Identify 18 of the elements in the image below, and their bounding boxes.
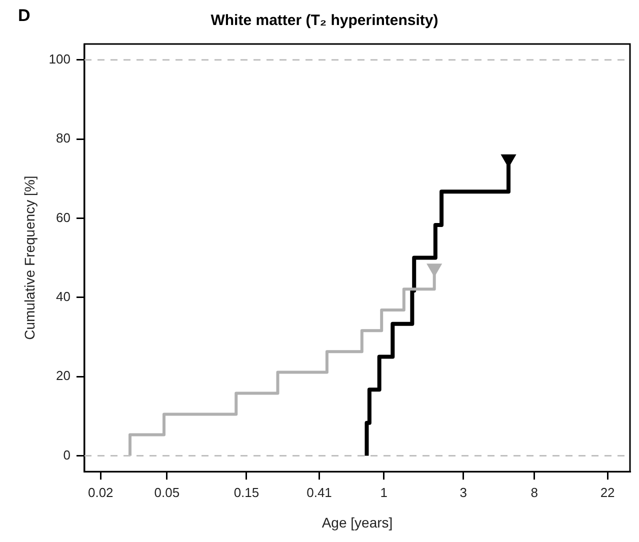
y-tick-label: 60 <box>56 210 70 225</box>
x-axis-title: Age [years] <box>322 514 393 530</box>
x-tick-label: 3 <box>460 484 467 500</box>
x-tick-label: 0.41 <box>306 484 332 500</box>
x-tick-label: 8 <box>530 484 538 500</box>
x-tick-label: 22 <box>600 484 615 500</box>
text: D <box>18 6 30 26</box>
y-tick-label: 20 <box>56 368 70 384</box>
y-tick-label: 80 <box>56 130 70 146</box>
chart-title: White matter (T₂ hyperintensity) <box>210 12 438 30</box>
y-tick-label: 100 <box>48 51 70 66</box>
y-axis-title: Cumulative Frequency [%] <box>21 176 38 340</box>
x-tick-label: 0.05 <box>154 484 180 500</box>
y-tick-label: 0 <box>63 447 70 462</box>
x-tick-label: 0.02 <box>88 484 114 500</box>
x-tick-label: 1 <box>380 484 388 500</box>
x-tick-label: 0.15 <box>234 484 260 500</box>
y-tick-label: 40 <box>56 288 70 304</box>
